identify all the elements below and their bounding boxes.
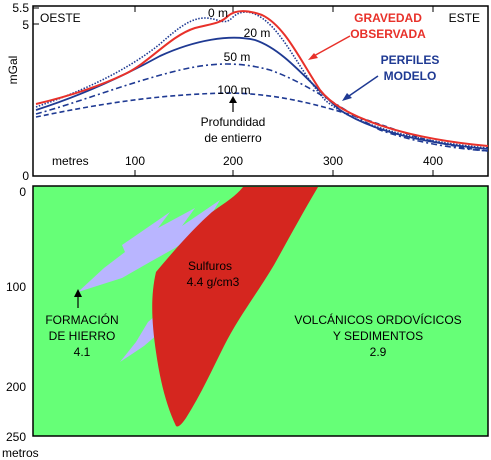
volcanic-label-line3: 2.9 [370, 345, 387, 359]
east-label: ESTE [449, 11, 480, 25]
west-label: OESTE [40, 11, 81, 25]
x-tick-200: 200 [223, 154, 243, 168]
x-tick-400: 400 [423, 154, 443, 168]
depth-tick-200: 200 [6, 380, 26, 394]
iron-label-arrow [74, 289, 82, 297]
top-panel-frame [32, 5, 489, 177]
depth-tick-250: 250 [6, 430, 26, 444]
iron-label-line1: FORMACIÓN [45, 312, 118, 327]
sulfide-label-line2: 4.4 g/cm3 [187, 275, 240, 289]
y-tick-0: 0 [22, 169, 29, 183]
model-label-line2: MODELO [384, 69, 437, 83]
observed-label-line2: OBSERVADA [350, 27, 426, 41]
depth-caption-arrow [229, 96, 237, 103]
model-label-arrow [342, 93, 352, 101]
model-curve-100m [35, 92, 489, 152]
y-tick-5: 5 [22, 18, 29, 32]
depth-label-0m: 0 m [208, 6, 228, 20]
gravity-profile-panel: 5.5 5 0 mGal metres 100 200 300 400 OEST… [6, 1, 489, 183]
depth-label-100m: 100 m [217, 83, 250, 97]
depth-axis-label: metros [2, 446, 39, 460]
x-tick-300: 300 [323, 154, 343, 168]
depth-label-50m: 50 m [224, 50, 251, 64]
y-tick-5-5: 5.5 [12, 1, 29, 15]
x-tick-100: 100 [125, 154, 145, 168]
observed-label-pointer [311, 35, 351, 58]
depth-tick-0: 0 [19, 185, 26, 199]
observed-label-arrow [308, 53, 318, 60]
geologic-section-panel: 0 100 200 250 metros Sulfuros 4.4 g/cm3 … [2, 185, 489, 460]
sulfide-body [152, 187, 318, 427]
depth-tick-100: 100 [6, 280, 26, 294]
observed-gravity-curve [35, 10, 489, 147]
depth-label-20m: 20 m [244, 26, 271, 40]
x-axis-label: metres [52, 154, 89, 168]
model-label-pointer [345, 75, 379, 99]
model-curve-0m [35, 11, 489, 149]
observed-label-line1: GRAVEDAD [354, 11, 422, 25]
depth-caption-line2: de entierro [204, 131, 262, 145]
depth-caption-line1: Profundidad [201, 115, 266, 129]
iron-label-line2: DE HIERRO [49, 329, 116, 343]
model-curve-50m [35, 63, 489, 152]
volcanic-label-line2: Y SEDIMENTOS [333, 329, 423, 343]
volcanic-label-line1: VOLCÁNICOS ORDOVÍCICOS [294, 312, 461, 327]
y-axis-label: mGal [6, 56, 20, 85]
model-label-line1: PERFILES [381, 53, 440, 67]
iron-formation-upper-body [78, 200, 220, 292]
sulfide-label-line1: Sulfuros [188, 259, 232, 273]
iron-label-line3: 4.1 [74, 345, 91, 359]
